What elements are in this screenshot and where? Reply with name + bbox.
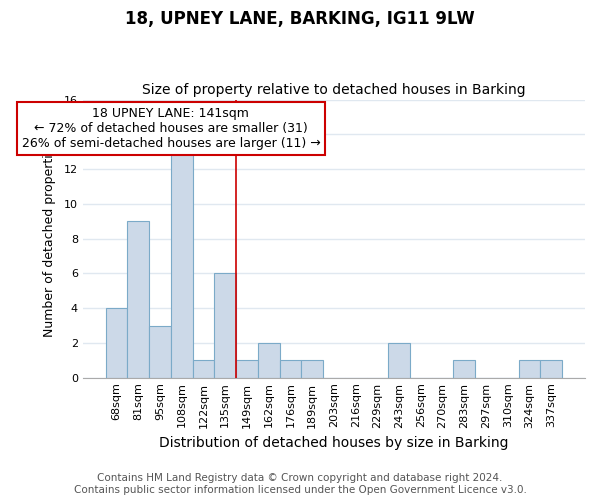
X-axis label: Distribution of detached houses by size in Barking: Distribution of detached houses by size … <box>159 436 509 450</box>
Bar <box>280 360 301 378</box>
Bar <box>127 221 149 378</box>
Bar <box>236 360 258 378</box>
Y-axis label: Number of detached properties: Number of detached properties <box>43 140 56 337</box>
Text: 18, UPNEY LANE, BARKING, IG11 9LW: 18, UPNEY LANE, BARKING, IG11 9LW <box>125 10 475 28</box>
Bar <box>106 308 127 378</box>
Bar <box>214 274 236 378</box>
Text: Contains HM Land Registry data © Crown copyright and database right 2024.
Contai: Contains HM Land Registry data © Crown c… <box>74 474 526 495</box>
Text: 18 UPNEY LANE: 141sqm
← 72% of detached houses are smaller (31)
26% of semi-deta: 18 UPNEY LANE: 141sqm ← 72% of detached … <box>22 106 320 150</box>
Bar <box>149 326 171 378</box>
Bar <box>541 360 562 378</box>
Bar <box>301 360 323 378</box>
Bar <box>193 360 214 378</box>
Bar <box>518 360 541 378</box>
Title: Size of property relative to detached houses in Barking: Size of property relative to detached ho… <box>142 83 526 97</box>
Bar <box>258 343 280 378</box>
Bar <box>171 152 193 378</box>
Bar <box>388 343 410 378</box>
Bar <box>454 360 475 378</box>
